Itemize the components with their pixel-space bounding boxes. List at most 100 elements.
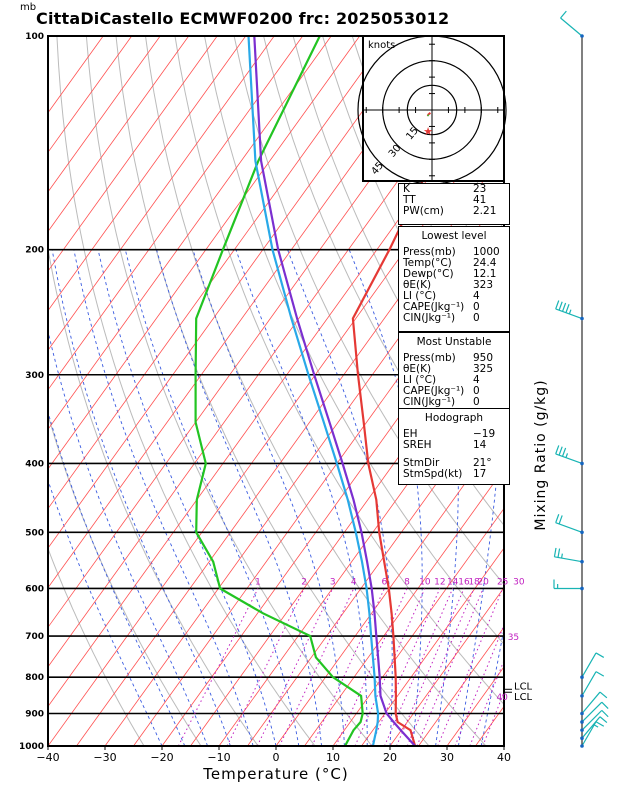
y-tick-label: 1000 (19, 742, 44, 752)
mixing-ratio-label: 12 (434, 577, 445, 587)
dry-adiabat (48, 547, 145, 746)
isotherm (48, 36, 304, 391)
most-unstable-row: θE(K) 325 (403, 363, 494, 375)
indices-box: K 23 TT 41 PW(cm) 2.21 (398, 183, 510, 225)
moist-adiabat (480, 626, 504, 746)
x-tick-label: −30 (93, 751, 116, 764)
y-tick-label: 700 (25, 632, 44, 642)
wind-barb-flag (601, 709, 609, 718)
hodograph-box-row: EH −19 (403, 428, 496, 440)
isotherm (48, 36, 332, 431)
x-tick-label: −10 (207, 751, 230, 764)
dry-adiabat (85, 36, 373, 746)
mixing-ratio-line (437, 588, 504, 746)
wind-barb-flag (601, 701, 609, 709)
isotherm (361, 547, 504, 746)
wind-barb-flag (560, 10, 567, 19)
wind-barb-flag (599, 691, 608, 699)
hodograph-units-label: knots (368, 40, 395, 51)
moist-adiabat (192, 249, 345, 746)
wind-barb-flag (561, 447, 567, 457)
dry-adiabat (559, 36, 618, 761)
isotherm (304, 468, 504, 746)
isotherm (48, 36, 275, 351)
mixing-ratio-line (469, 659, 504, 746)
pressure-unit-label: mb (20, 2, 37, 13)
lowest-level-row: Dewp(°C) 12.1 (403, 268, 497, 280)
x-tick-label: 30 (440, 751, 454, 764)
wind-barb-flag (595, 652, 605, 658)
wind-barb-shaft (554, 556, 583, 563)
isotherm (48, 36, 218, 272)
dry-adiabat (48, 246, 259, 746)
mixing-ratio-line (482, 690, 504, 746)
isotherm (275, 428, 504, 746)
index-k: K 23 (403, 183, 487, 195)
moist-adiabat (48, 478, 163, 746)
moist-adiabat (156, 249, 323, 746)
hodograph-header: Hodograph (424, 412, 484, 424)
wind-barb-shaft (555, 308, 583, 320)
isotherm (48, 36, 418, 549)
index-tt: TT 41 (403, 194, 487, 206)
moist-adiabat (457, 249, 503, 746)
lowest-level-row: LI (°C) 4 (403, 290, 480, 302)
lowest-level-header: Lowest level (421, 230, 487, 242)
y-tick-label: 300 (25, 371, 44, 381)
wind-barb-shaft (581, 671, 597, 697)
wind-barb-base (580, 34, 584, 38)
mixing-ratio-label: 30 (513, 577, 525, 587)
most-unstable-row: LI (°C) 4 (403, 374, 480, 386)
isotherm (48, 36, 104, 114)
isotherm (48, 36, 247, 312)
hodograph-box-row: SREH 14 (403, 439, 487, 451)
isotherm (133, 230, 504, 746)
x-tick-label: −20 (150, 751, 173, 764)
hodograph-box-row: StmSpd(kt) 17 (403, 468, 487, 480)
wind-barb-shaft (555, 522, 583, 533)
mixing-ratio-label: 20 (477, 577, 489, 587)
x-tick-label: 10 (326, 751, 340, 764)
y-tick-label: 100 (25, 32, 44, 42)
lowest-level-row: CIN(Jkg⁻¹) 0 (403, 312, 480, 324)
mixing-ratio-line (416, 588, 484, 746)
x-tick-label: 0 (273, 751, 280, 764)
wind-barb-half (565, 453, 569, 458)
storm-motion-star: ★ (423, 125, 433, 138)
wind-barb-flag (555, 445, 560, 455)
wind-barb-shaft (581, 701, 603, 723)
wind-barb-base (580, 530, 584, 535)
wind-barb-flag (595, 721, 605, 727)
y-tick-label: 200 (25, 246, 44, 256)
mixing-ratio-label: 2 (301, 577, 307, 587)
mixing-ratio-line (396, 588, 465, 746)
wind-barb-shaft (560, 17, 583, 37)
moist-adiabat (51, 249, 231, 746)
mixing-ratio-line (406, 588, 475, 746)
dry-adiabat (115, 36, 430, 746)
x-tick-label: −40 (36, 751, 59, 764)
lowest-level-box: Lowest level Press(mb) 1000 Temp(°C) 24.4 De… (398, 226, 510, 332)
mixing-ratio-line (311, 588, 385, 746)
wind-barb-flag (565, 304, 570, 313)
wind-barb-base (580, 675, 584, 679)
isotherm (48, 36, 389, 510)
index-pw: PW(cm) 2.21 (403, 205, 497, 217)
wind-barb-half (568, 309, 572, 315)
lcl-label: LCL (514, 692, 533, 703)
most-unstable-box: Most Unstable Press(mb) 950 θE(K) 325 LI (°C… (398, 332, 510, 412)
dry-adiabat (48, 413, 202, 746)
wetbulb-trace (247, 36, 380, 746)
most-unstable-header: Most Unstable (416, 336, 492, 348)
isotherm (48, 36, 361, 470)
wind-barb-base (580, 728, 584, 732)
y-tick-label: 800 (25, 673, 44, 683)
mixing-ratio-label: 40 (496, 693, 508, 703)
parcel-trace (253, 36, 416, 746)
lowest-level-row: Temp(°C) 24.4 (403, 257, 497, 269)
lowest-level-row: θE(K) 323 (403, 279, 494, 291)
wind-barb-base (580, 720, 584, 724)
dry-adiabat (588, 36, 618, 761)
mixing-ratio-line (279, 588, 355, 746)
